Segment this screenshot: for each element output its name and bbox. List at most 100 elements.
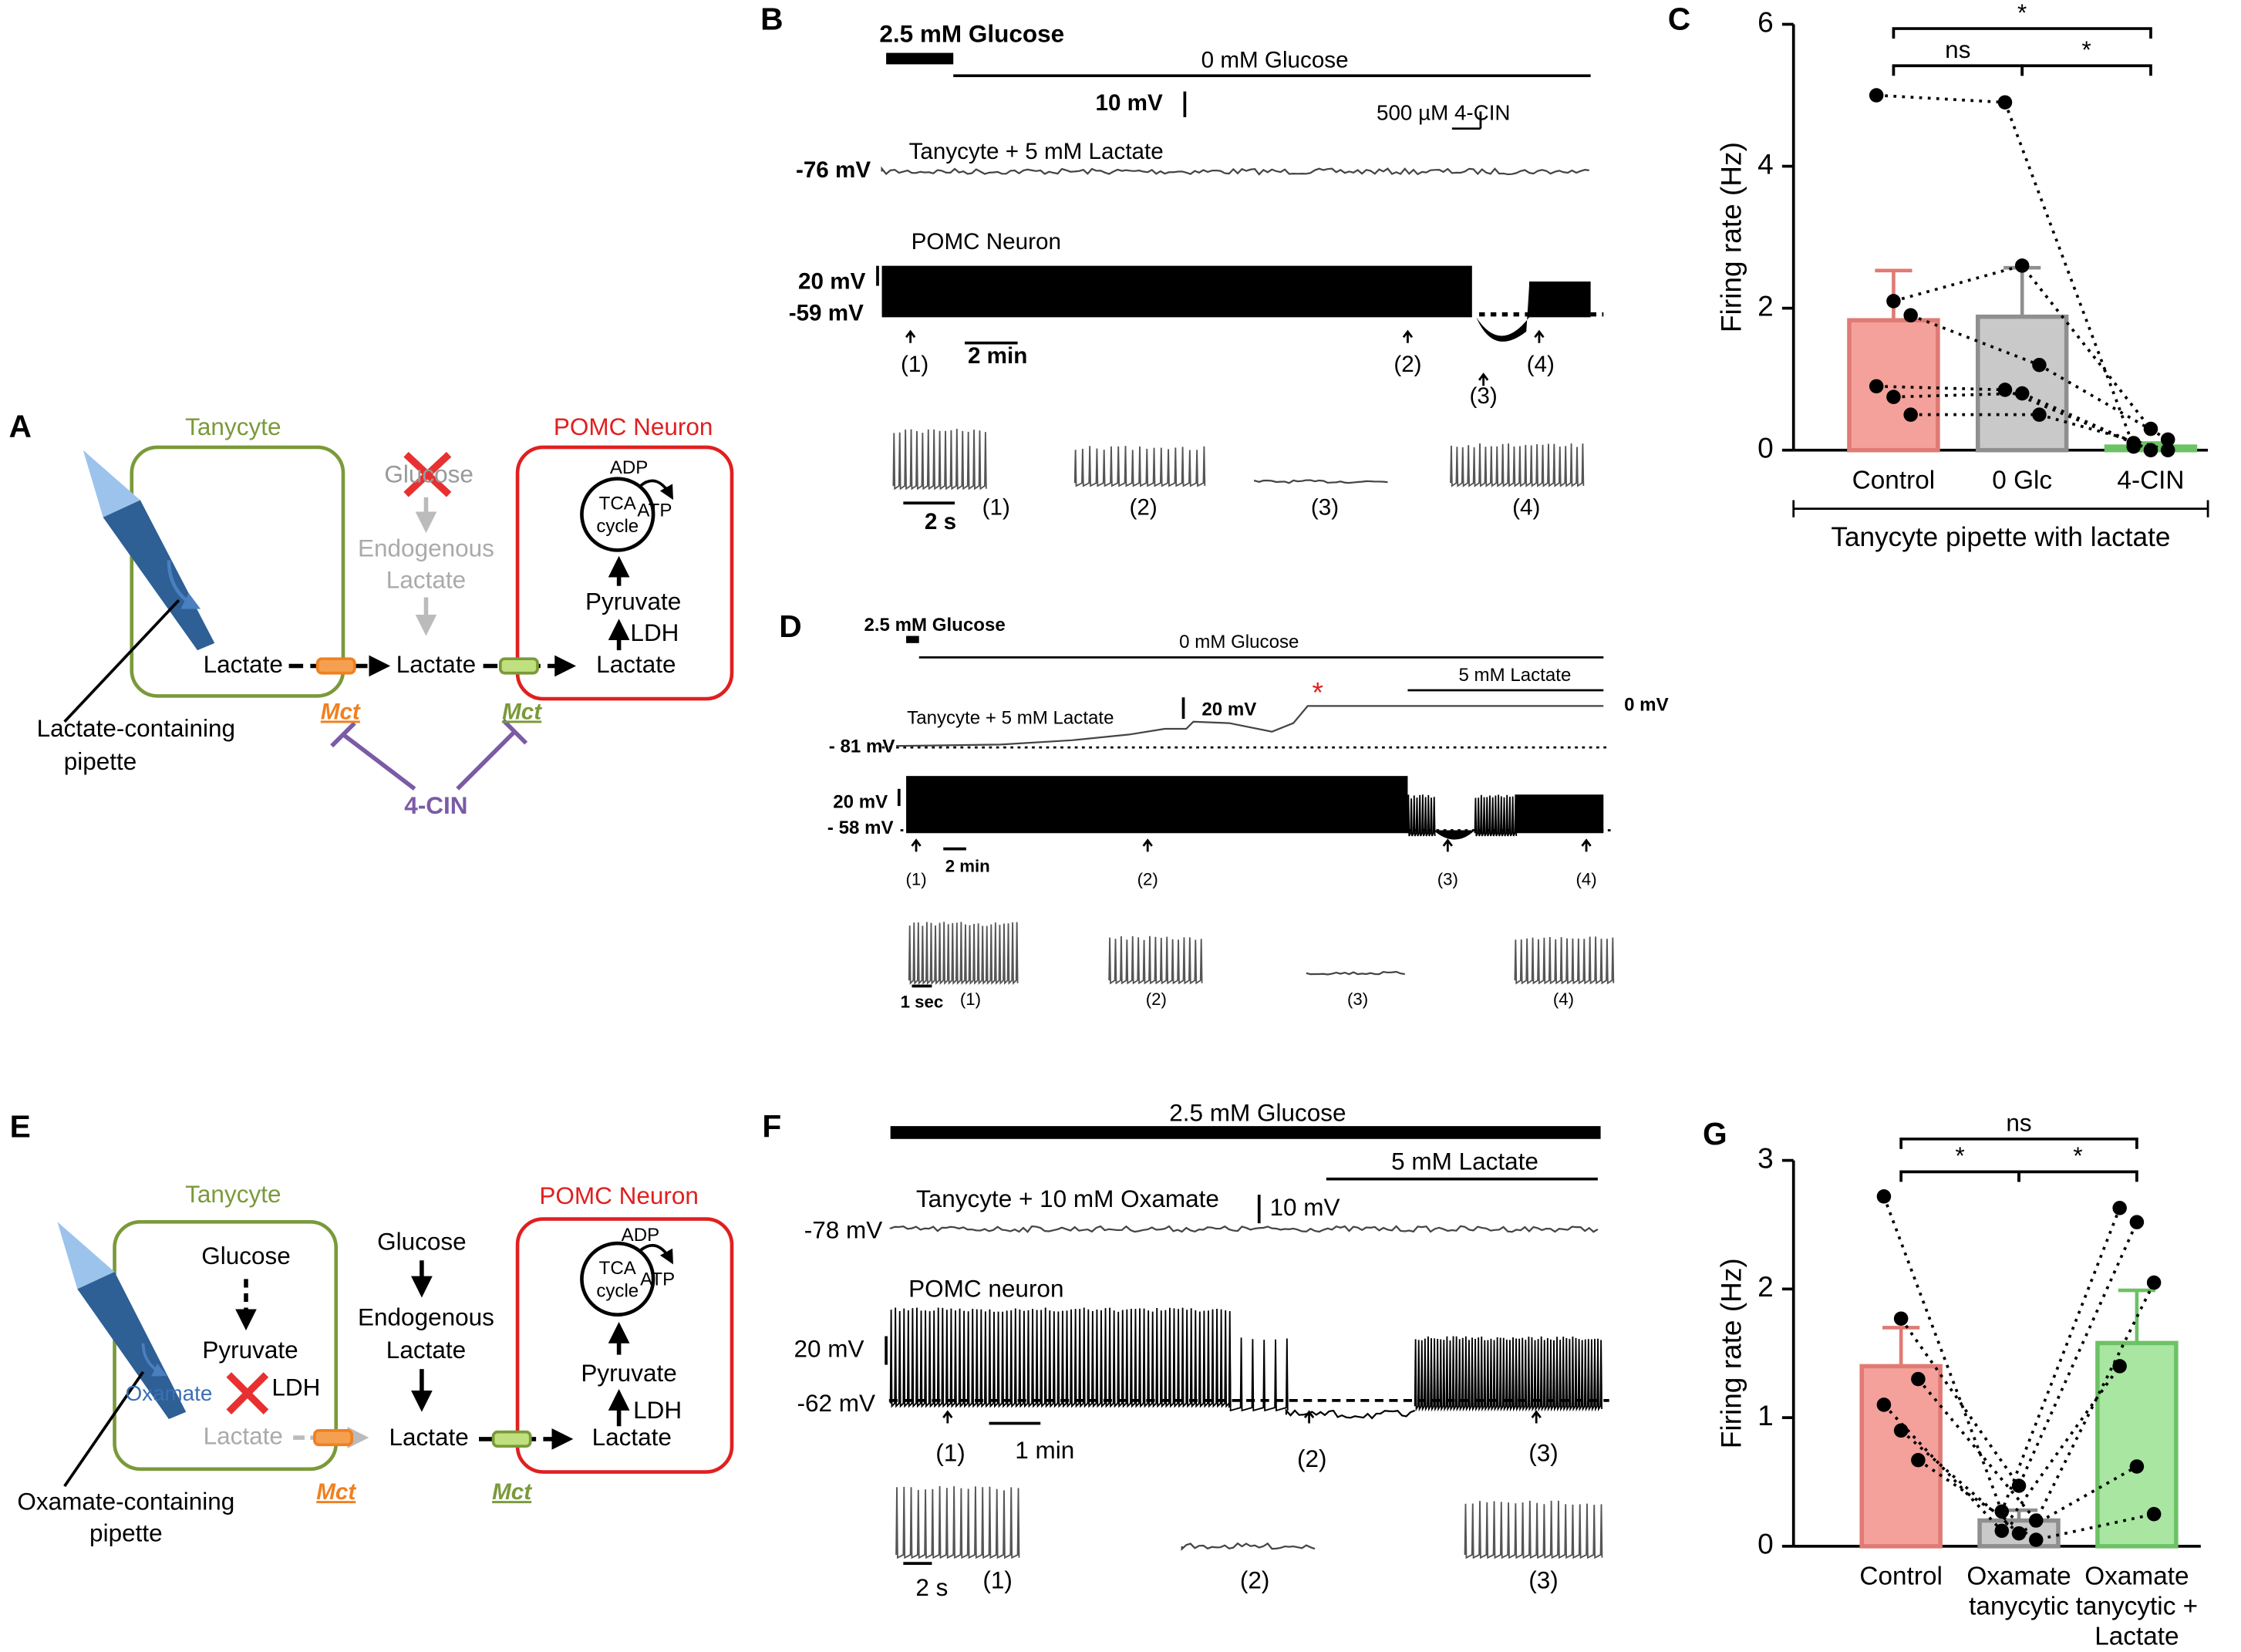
- subject-point: [1911, 1371, 1926, 1387]
- label: 10 mV: [1095, 90, 1163, 116]
- label: (1): [935, 1439, 965, 1467]
- inset: [892, 429, 987, 491]
- x-tick-label: Control: [1859, 1562, 1943, 1590]
- tanycyte-trace: [889, 1225, 1599, 1233]
- sig-label: *: [2073, 1141, 2082, 1169]
- label: (2): [1393, 352, 1421, 377]
- arrow: [942, 1410, 953, 1424]
- y-axis-label: Firing rate (Hz): [1715, 142, 1747, 332]
- subject-point: [2129, 1459, 2145, 1474]
- x-tick-label: 4-CIN: [2117, 466, 2184, 494]
- sig-label: ns: [1945, 35, 1970, 63]
- spike-block: [1515, 794, 1604, 834]
- label: 2 s: [925, 509, 956, 534]
- subject-point: [1994, 1523, 2010, 1539]
- label: (3): [1347, 990, 1368, 1009]
- subject-point: [1911, 1452, 1926, 1468]
- label: (1): [905, 869, 926, 888]
- label: Lactate: [596, 650, 676, 678]
- arrow: [1303, 1410, 1315, 1424]
- label: (3): [1470, 383, 1498, 409]
- arrow: [1442, 838, 1453, 852]
- arrow: [1534, 329, 1545, 343]
- label: (3): [1311, 494, 1339, 520]
- subject-point: [1903, 308, 1918, 323]
- label: 2.5 mM Glucose: [1169, 1099, 1346, 1127]
- label: ADP: [622, 1225, 660, 1246]
- label: POMC Neuron: [539, 1182, 699, 1209]
- y-tick-label: 2: [1757, 289, 1774, 322]
- label: Oxamate: [126, 1381, 213, 1405]
- group-bracket: [1792, 500, 2209, 518]
- arrow: [911, 838, 922, 852]
- inset: [1254, 479, 1388, 484]
- label: C: [1668, 2, 1690, 37]
- diagram-a: [63, 445, 734, 791]
- label: 20 mV: [1201, 699, 1256, 720]
- spikes: [1474, 794, 1518, 837]
- inset: [1108, 936, 1203, 985]
- label: 2.5 mM Glucose: [879, 20, 1064, 48]
- label: (1): [982, 1566, 1013, 1594]
- x-tick-label: Oxamate: [1966, 1562, 2071, 1590]
- subject-point: [2160, 432, 2175, 447]
- label: (2): [1130, 494, 1158, 520]
- y-tick-label: 2: [1757, 1270, 1774, 1303]
- label: D: [779, 609, 801, 644]
- x-tick-label: Control: [1852, 466, 1936, 494]
- inset: [1073, 446, 1206, 487]
- sig-bracket: [1899, 1170, 2020, 1182]
- label: Lactate: [204, 1421, 283, 1449]
- label: 1 min: [1015, 1436, 1074, 1464]
- subject-point: [2143, 443, 2158, 457]
- label: Pyruvate: [202, 1336, 298, 1364]
- label: Mct: [321, 699, 361, 724]
- label: pipette: [64, 747, 137, 775]
- subject-point: [2032, 407, 2047, 422]
- label: Lactate-containing: [37, 714, 235, 742]
- label: (3): [1528, 1566, 1559, 1594]
- label: Glucose: [384, 460, 473, 487]
- label: ATP: [640, 1269, 675, 1290]
- label: -78 mV: [804, 1216, 883, 1244]
- x-tick-label: Lactate: [2094, 1622, 2179, 1650]
- x-axis-label: Tanycyte pipette with lactate: [1831, 522, 2170, 552]
- label: Mct: [316, 1479, 356, 1505]
- label: 0 mM Glucose: [1201, 48, 1349, 73]
- arrow: [1402, 329, 1414, 343]
- arrow: [1581, 838, 1592, 852]
- label: (1): [960, 990, 981, 1009]
- label: (1): [982, 494, 1010, 520]
- label: (4): [1575, 869, 1596, 888]
- subject-point: [2032, 357, 2047, 373]
- inset: [895, 1486, 1020, 1559]
- bar: [1975, 314, 2069, 453]
- label: (2): [1137, 869, 1158, 888]
- subject-point: [2029, 1532, 2044, 1547]
- subject-line: [1892, 264, 2152, 430]
- label: LDH: [630, 619, 679, 646]
- subject-point: [2160, 443, 2175, 457]
- label: - 58 mV: [827, 818, 894, 838]
- label: Mct: [502, 699, 542, 724]
- label: TCA: [599, 1258, 637, 1279]
- subject-point: [2014, 386, 2030, 401]
- sig-label: ns: [2006, 1109, 2031, 1137]
- inset: [1514, 936, 1615, 985]
- y-tick-label: 1: [1757, 1399, 1774, 1431]
- sig-bracket: [1892, 27, 2152, 39]
- label: Endogenous: [358, 534, 494, 562]
- label: (4): [1553, 990, 1574, 1009]
- subject-point: [2011, 1526, 2027, 1541]
- label: Lactate: [386, 565, 466, 593]
- inset: [1450, 443, 1585, 487]
- arrow: [1478, 373, 1489, 386]
- label: Lactate: [592, 1423, 672, 1451]
- label: Lactate: [389, 1423, 469, 1451]
- label: Tanycyte: [185, 413, 281, 440]
- label: 0 mV: [1624, 695, 1669, 716]
- bar: [2095, 1340, 2179, 1549]
- label: cycle: [596, 1280, 639, 1301]
- label: G: [1703, 1116, 1727, 1151]
